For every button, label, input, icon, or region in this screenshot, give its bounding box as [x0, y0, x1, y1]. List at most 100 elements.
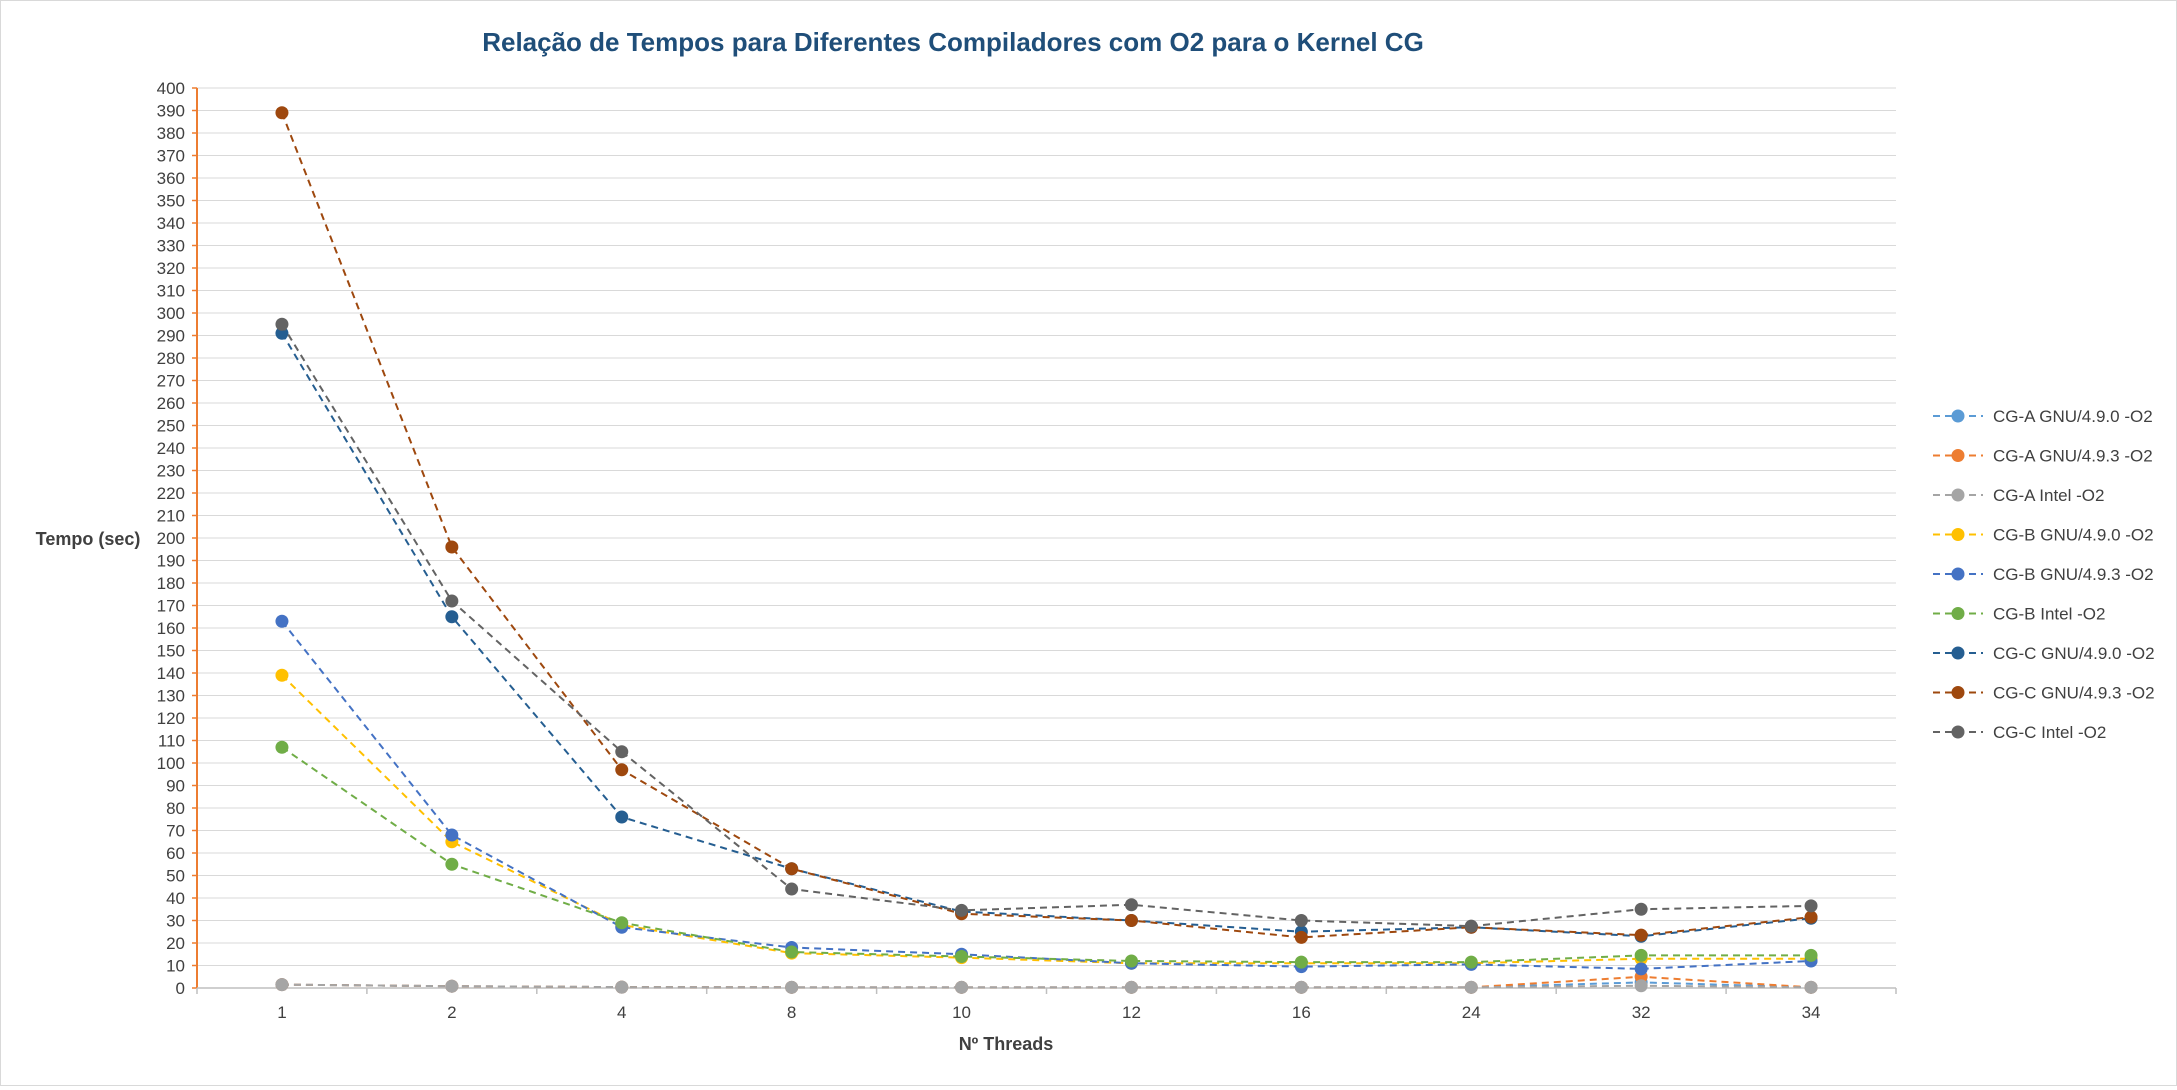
y-tick-label: 280 [157, 349, 185, 368]
data-point [1634, 979, 1648, 993]
y-tick-label: 110 [158, 732, 185, 751]
legend-label: CG-C GNU/4.9.0 -O2 [1993, 644, 2155, 663]
data-point [785, 862, 799, 876]
data-point [785, 882, 799, 896]
y-tick-label: 30 [166, 912, 185, 931]
y-tick-label: 230 [157, 462, 185, 481]
legend-item: CG-A GNU/4.9.3 -O2 [1933, 447, 2153, 466]
y-tick-label: 80 [166, 799, 185, 818]
data-point [1464, 919, 1478, 933]
legend-marker [1951, 409, 1965, 423]
legend-label: CG-B GNU/4.9.0 -O2 [1993, 526, 2154, 545]
legend-item: CG-B GNU/4.9.0 -O2 [1933, 526, 2154, 545]
legend-label: CG-C Intel -O2 [1993, 723, 2106, 742]
y-tick-label: 130 [157, 687, 185, 706]
data-point [1124, 914, 1138, 927]
data-point [1804, 910, 1818, 924]
legend-marker [1951, 449, 1965, 462]
data-point [615, 980, 629, 994]
data-point [275, 317, 289, 331]
y-tick-label: 360 [157, 169, 185, 188]
data-point [1124, 954, 1138, 968]
data-point [615, 745, 629, 759]
y-tick-label: 10 [166, 957, 185, 976]
legend-item: CG-C Intel -O2 [1933, 723, 2106, 742]
y-tick-label: 90 [166, 777, 185, 796]
legend-marker [1951, 488, 1965, 502]
y-tick-label: 120 [157, 709, 185, 728]
x-tick-label: 4 [617, 1003, 626, 1022]
series-2 [275, 978, 1818, 994]
legend-marker [1951, 528, 1965, 541]
series-5 [275, 740, 1818, 969]
series-line [281, 323, 1812, 928]
y-tick-label: 190 [157, 552, 185, 571]
legend-label: CG-A GNU/4.9.0 -O2 [1993, 407, 2153, 426]
y-tick-label: 100 [157, 754, 185, 773]
series-line [281, 112, 1812, 939]
y-tick-label: 70 [166, 822, 185, 841]
data-point [1294, 980, 1308, 994]
series-line [281, 746, 1812, 964]
data-point [1124, 898, 1138, 912]
y-tick-label: 200 [157, 529, 185, 548]
data-point [1634, 928, 1648, 942]
legend-marker [1951, 686, 1965, 699]
data-point [445, 857, 459, 871]
data-point [1294, 930, 1308, 944]
y-tick-label: 60 [166, 844, 185, 863]
data-point [275, 740, 289, 754]
data-point [275, 978, 289, 992]
y-tick-label: 300 [157, 304, 185, 323]
y-tick-label: 0 [176, 979, 185, 998]
x-tick-label: 16 [1292, 1003, 1311, 1022]
x-tick-label: 2 [447, 1003, 456, 1022]
data-point [955, 980, 969, 994]
x-tick-label: 32 [1632, 1003, 1651, 1022]
legend-item: CG-A GNU/4.9.0 -O2 [1933, 407, 2153, 426]
series-line [281, 674, 1812, 965]
y-axis-title: Tempo (sec) [36, 529, 141, 549]
data-point [1124, 980, 1138, 994]
y-tick-label: 390 [157, 102, 185, 121]
y-tick-label: 160 [157, 619, 185, 638]
data-point [275, 106, 289, 120]
y-tick-label: 250 [157, 417, 185, 436]
legend-label: CG-B GNU/4.9.3 -O2 [1993, 565, 2154, 584]
data-point [615, 763, 629, 777]
legend-label: CG-C GNU/4.9.3 -O2 [1993, 684, 2155, 703]
y-tick-label: 50 [166, 867, 185, 886]
y-tick-label: 310 [157, 282, 185, 301]
x-tick-label: 10 [952, 1003, 971, 1022]
data-point [445, 828, 459, 842]
data-point [1804, 948, 1818, 962]
x-tick-label: 8 [787, 1003, 796, 1022]
x-tick-label: 24 [1462, 1003, 1481, 1022]
data-point [445, 594, 459, 608]
legend-marker [1951, 725, 1965, 739]
series-line [281, 620, 1812, 970]
legend-item: CG-A Intel -O2 [1933, 486, 2104, 505]
series-8 [275, 317, 1818, 933]
y-tick-label: 350 [157, 192, 185, 211]
data-point [275, 668, 289, 682]
y-tick-label: 380 [157, 124, 185, 143]
y-tick-label: 240 [157, 439, 185, 458]
y-tick-label: 210 [157, 507, 185, 526]
y-tick-label: 220 [157, 484, 185, 503]
legend-item: CG-C GNU/4.9.0 -O2 [1933, 644, 2155, 663]
series-layer [275, 106, 1818, 994]
y-tick-label: 270 [157, 372, 185, 391]
data-point [785, 980, 799, 994]
legend-item: CG-B GNU/4.9.3 -O2 [1933, 565, 2154, 584]
data-point [445, 540, 459, 554]
y-axis-ticks: 0 10 20 30 40 50 60 70 80 90 100 110 120 130 140 150 160… [157, 79, 197, 998]
data-point [1634, 948, 1648, 962]
y-tick-label: 400 [157, 79, 185, 98]
series-3 [275, 668, 1818, 970]
series-6 [275, 326, 1818, 943]
x-tick-label: 34 [1802, 1003, 1821, 1022]
legend-marker [1951, 607, 1965, 620]
y-tick-label: 20 [166, 934, 185, 953]
x-axis-ticks: 1 2 4 8 10 12 16 24 32 34 [196, 988, 1897, 1022]
